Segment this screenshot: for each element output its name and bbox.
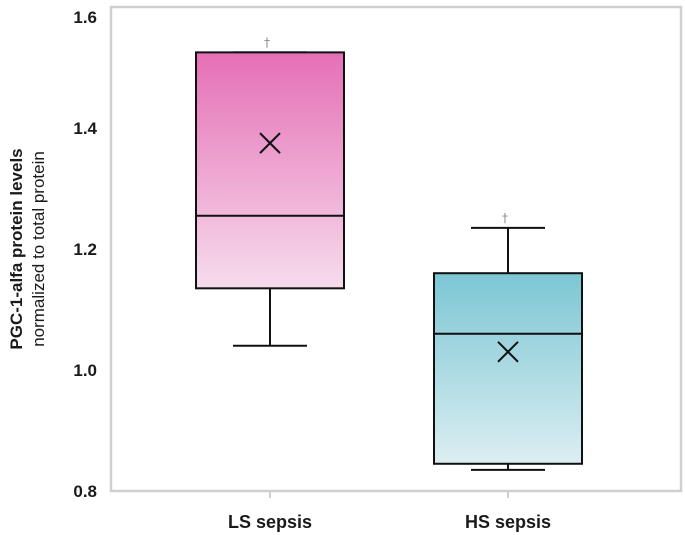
mean-marker	[497, 341, 519, 363]
y-axis-label-sub: normalized to total protein	[29, 151, 48, 347]
significance-marker: †	[264, 35, 270, 49]
x-category-label: HS sepsis	[465, 512, 551, 532]
box-ls-sepsis: †	[195, 35, 345, 347]
box-iqr	[195, 51, 345, 290]
y-axis-label: PGC-1-alfa protein levels normalized to …	[7, 148, 48, 349]
box-hs-sepsis: †	[433, 211, 583, 471]
x-axis-ticks: LS sepsis HS sepsis	[228, 492, 551, 532]
y-tick-label: 0.8	[73, 482, 97, 501]
mean-marker	[259, 132, 281, 154]
y-tick-label: 1.0	[73, 361, 97, 380]
y-tick-label: 1.4	[73, 119, 97, 138]
box-iqr	[433, 272, 583, 465]
significance-marker: †	[502, 211, 508, 225]
x-category-label: LS sepsis	[228, 512, 312, 532]
y-tick-label: 1.6	[73, 8, 97, 27]
y-axis-ticks: 0.8 1.0 1.2 1.4 1.6	[73, 8, 97, 501]
y-axis-label-main: PGC-1-alfa protein levels	[7, 148, 26, 349]
plot-frame	[109, 5, 683, 493]
y-tick-label: 1.2	[73, 240, 97, 259]
boxes: ††	[195, 35, 583, 471]
